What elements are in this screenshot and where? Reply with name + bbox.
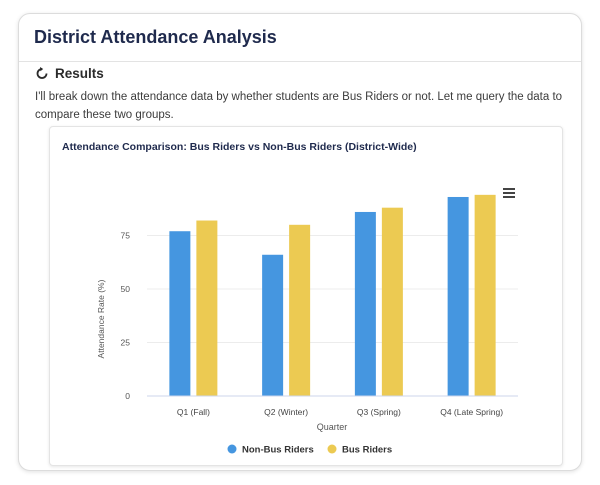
hamburger-menu-icon[interactable] bbox=[503, 188, 515, 198]
results-description: I'll break down the attendance data by w… bbox=[35, 91, 563, 121]
x-axis-label: Quarter bbox=[317, 422, 348, 432]
bar-chart: Attendance Comparison: Bus Riders vs Non… bbox=[62, 141, 518, 456]
bar bbox=[262, 254, 284, 396]
results-heading: Results bbox=[35, 64, 104, 82]
y-tick-label: 25 bbox=[121, 338, 131, 348]
x-tick-label: Q3 (Spring) bbox=[357, 407, 401, 417]
legend-item[interactable]: Non-Bus Riders bbox=[227, 444, 314, 456]
legend-label: Non-Bus Riders bbox=[242, 445, 314, 456]
results-label: Results bbox=[55, 65, 104, 81]
y-axis-label: Attendance Rate (%) bbox=[96, 279, 106, 358]
bar bbox=[447, 196, 469, 396]
bar bbox=[289, 224, 311, 396]
card-header: District Attendance Analysis bbox=[19, 14, 581, 62]
bar bbox=[169, 231, 191, 396]
refresh-icon bbox=[36, 67, 48, 79]
legend-swatch bbox=[227, 444, 237, 454]
x-tick-label: Q1 (Fall) bbox=[177, 407, 210, 417]
legend-swatch bbox=[327, 444, 337, 454]
y-tick-label: 50 bbox=[121, 284, 131, 294]
chart-panel: Attendance Comparison: Bus Riders vs Non… bbox=[49, 126, 563, 466]
x-tick-label: Q2 (Winter) bbox=[264, 407, 308, 417]
chart-title: Attendance Comparison: Bus Riders vs Non… bbox=[62, 141, 417, 153]
y-tick-label: 0 bbox=[125, 391, 130, 401]
bar bbox=[381, 207, 403, 396]
page-title: District Attendance Analysis bbox=[34, 27, 277, 47]
legend-item[interactable]: Bus Riders bbox=[327, 444, 393, 456]
bar bbox=[354, 211, 376, 396]
legend-label: Bus Riders bbox=[342, 445, 392, 456]
x-tick-label: Q4 (Late Spring) bbox=[440, 407, 503, 417]
analysis-card: District Attendance Analysis Results I'l… bbox=[18, 13, 582, 471]
bar bbox=[196, 220, 218, 396]
bar bbox=[474, 194, 496, 396]
y-tick-label: 75 bbox=[121, 231, 131, 241]
